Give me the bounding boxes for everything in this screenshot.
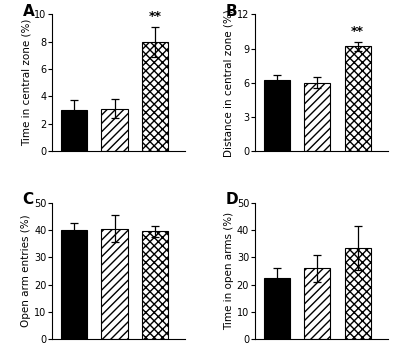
Bar [264, 278, 290, 339]
Bar [264, 81, 290, 151]
Bar [61, 110, 87, 151]
Text: C: C [23, 192, 34, 207]
Y-axis label: Distance in central zone (%): Distance in central zone (%) [224, 9, 234, 157]
Text: **: ** [148, 10, 162, 23]
Bar [102, 229, 128, 339]
Y-axis label: Time in open arms (%): Time in open arms (%) [224, 212, 234, 330]
Bar [102, 109, 128, 151]
Text: A: A [23, 4, 34, 18]
Bar [142, 231, 168, 339]
Bar [304, 268, 330, 339]
Text: **: ** [351, 25, 364, 38]
Bar [344, 248, 371, 339]
Y-axis label: Time in central zone (%): Time in central zone (%) [22, 19, 32, 146]
Bar [344, 46, 371, 151]
Bar [142, 42, 168, 151]
Bar [61, 230, 87, 339]
Y-axis label: Open arm entries (%): Open arm entries (%) [21, 215, 31, 327]
Bar [304, 83, 330, 151]
Text: D: D [225, 192, 238, 207]
Text: B: B [225, 4, 237, 18]
